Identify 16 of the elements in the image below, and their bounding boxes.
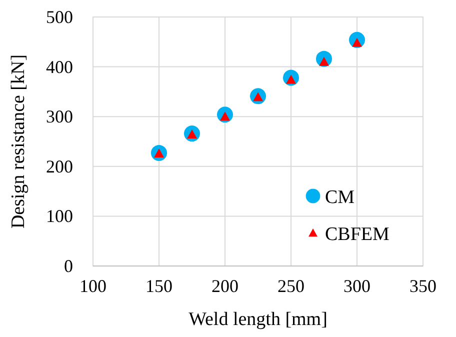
x-tick-label: 100	[80, 276, 106, 296]
y-tick-label: 200	[46, 156, 73, 176]
x-tick-label: 300	[344, 276, 370, 296]
x-axis-title: Weld length [mm]	[188, 309, 328, 330]
legend-label: CM	[325, 187, 355, 208]
x-tick-label: 350	[410, 276, 436, 296]
y-tick-label: 300	[46, 106, 73, 127]
legend-label: CBFEM	[325, 224, 390, 245]
y-tick-label: 0	[64, 256, 73, 276]
y-tick-label: 100	[46, 206, 73, 226]
x-tick-label: 150	[146, 276, 172, 296]
y-tick-label: 500	[46, 7, 73, 27]
x-tick-label: 250	[278, 276, 304, 296]
y-axis-title: Design resistance [kN]	[8, 54, 29, 229]
y-tick-label: 400	[46, 56, 73, 77]
x-tick-label: 200	[212, 276, 238, 296]
